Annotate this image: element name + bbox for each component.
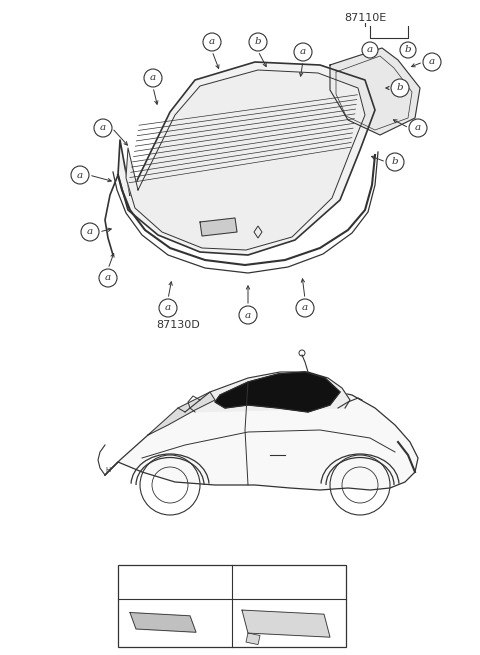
Polygon shape [148, 392, 215, 435]
Text: a: a [367, 45, 373, 54]
Polygon shape [242, 610, 330, 637]
Circle shape [249, 33, 267, 51]
Circle shape [71, 166, 89, 184]
Text: 87110E: 87110E [344, 13, 386, 23]
Circle shape [159, 299, 177, 317]
Circle shape [94, 119, 112, 137]
Polygon shape [246, 633, 260, 645]
Polygon shape [105, 388, 418, 490]
Circle shape [235, 575, 249, 590]
Text: a: a [245, 310, 251, 320]
Polygon shape [330, 48, 420, 135]
Text: 86124D: 86124D [140, 577, 181, 588]
Text: a: a [100, 124, 106, 132]
Text: a: a [415, 124, 421, 132]
Text: a: a [105, 274, 111, 282]
Text: a: a [300, 48, 306, 56]
Circle shape [423, 53, 441, 71]
Circle shape [294, 43, 312, 61]
Circle shape [386, 153, 404, 171]
Circle shape [81, 223, 99, 241]
Text: b: b [396, 83, 403, 92]
Text: a: a [77, 170, 83, 179]
Circle shape [400, 42, 416, 58]
Polygon shape [185, 372, 350, 412]
Circle shape [391, 79, 409, 97]
Text: H: H [106, 467, 110, 473]
Text: a: a [429, 58, 435, 67]
Text: a: a [209, 37, 215, 47]
Text: a: a [150, 73, 156, 83]
Text: a: a [87, 227, 93, 236]
Circle shape [144, 69, 162, 87]
Polygon shape [118, 62, 375, 255]
Text: a: a [125, 578, 131, 587]
Polygon shape [130, 612, 196, 632]
Text: 87864: 87864 [254, 577, 287, 588]
Polygon shape [200, 218, 237, 236]
Circle shape [121, 575, 135, 590]
Polygon shape [215, 372, 340, 412]
Text: 87130D: 87130D [156, 320, 200, 330]
Text: b: b [392, 157, 398, 166]
Text: a: a [302, 303, 308, 312]
Circle shape [362, 42, 378, 58]
Circle shape [296, 299, 314, 317]
Polygon shape [126, 70, 365, 250]
Text: b: b [405, 45, 411, 54]
Circle shape [409, 119, 427, 137]
Text: b: b [239, 578, 245, 587]
Text: b: b [255, 37, 261, 47]
Circle shape [99, 269, 117, 287]
Circle shape [239, 306, 257, 324]
Text: a: a [165, 303, 171, 312]
Circle shape [203, 33, 221, 51]
Bar [118, 565, 346, 647]
